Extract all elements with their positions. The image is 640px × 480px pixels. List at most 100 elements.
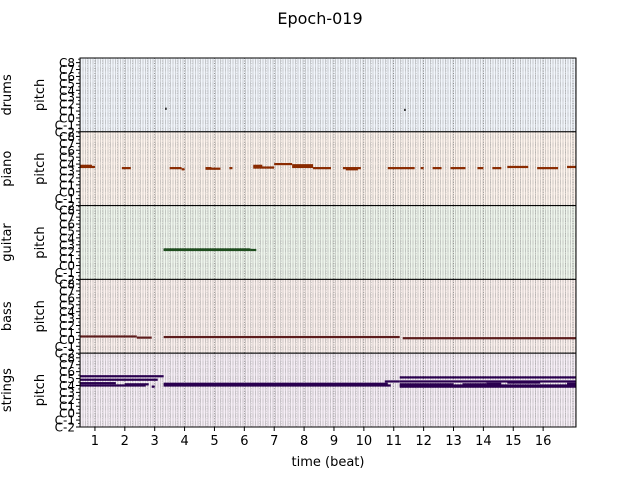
note	[399, 385, 576, 388]
y-tick-label: C1	[59, 178, 75, 192]
x-tick-label: 13	[445, 434, 462, 449]
note	[342, 167, 361, 170]
note	[292, 165, 314, 169]
y-tick-label: C3	[59, 386, 75, 400]
y-tick-label: C1	[59, 400, 75, 414]
note	[163, 384, 391, 387]
pitch-axis-label: pitch	[33, 226, 48, 258]
y-tick-label: C-2	[55, 347, 75, 361]
note	[399, 384, 576, 387]
track-name-label: piano	[0, 151, 15, 187]
x-tick-label: 15	[505, 434, 522, 449]
y-tick-label: C-1	[55, 266, 75, 280]
pitch-axis-label: pitch	[33, 374, 48, 406]
y-tick-label: C7	[59, 63, 75, 77]
track-name-label: guitar	[0, 223, 15, 262]
y-tick-label: C5	[59, 298, 75, 312]
note	[477, 167, 484, 170]
x-tick-label: 4	[180, 434, 188, 449]
y-tick-label: C7	[59, 211, 75, 225]
x-tick-label: 3	[151, 434, 159, 449]
y-tick-label: C-2	[55, 273, 75, 287]
note	[80, 375, 164, 378]
track-name-label: bass	[0, 301, 15, 331]
y-tick-label: C7	[59, 284, 75, 298]
note	[80, 335, 137, 338]
y-tick-label: C4	[59, 231, 75, 245]
note	[387, 167, 415, 170]
note	[121, 167, 131, 170]
y-tick-label: C0	[59, 185, 75, 199]
y-tick-label: C-1	[55, 118, 75, 132]
chart-title: Epoch-019	[277, 9, 362, 28]
y-tick-label: C1	[59, 105, 75, 119]
note	[250, 248, 257, 252]
x-tick-label: 16	[535, 434, 552, 449]
note	[80, 164, 92, 167]
y-tick-label: C5	[59, 77, 75, 91]
track-name-label: strings	[0, 368, 15, 412]
y-tick-label: C5	[59, 151, 75, 165]
x-tick-label: 2	[121, 434, 129, 449]
note	[567, 165, 576, 169]
y-tick-label: C6	[59, 218, 75, 232]
pitch-axis-label: pitch	[33, 300, 48, 332]
y-tick-label: C1	[59, 326, 75, 340]
note	[402, 337, 576, 340]
note	[163, 248, 251, 252]
x-axis-label: time (beat)	[292, 455, 365, 470]
note	[507, 165, 529, 169]
x-tick-label: 7	[270, 434, 278, 449]
note	[420, 167, 424, 170]
track-name-label: drums	[0, 74, 15, 115]
y-tick-label: C-1	[55, 192, 75, 206]
x-tick-label: 5	[210, 434, 218, 449]
y-tick-label: C2	[59, 98, 75, 112]
x-tick-label: 6	[240, 434, 248, 449]
note	[169, 167, 182, 170]
y-tick-label: C3	[59, 165, 75, 179]
note	[345, 168, 358, 171]
x-tick-label: 8	[300, 434, 308, 449]
note	[80, 165, 95, 169]
y-tick-label: C0	[59, 333, 75, 347]
y-tick-label: C6	[59, 70, 75, 84]
track-frame	[79, 352, 577, 428]
y-tick-label: C2	[59, 245, 75, 259]
x-tick-label: 11	[385, 434, 402, 449]
y-tick-label: C0	[59, 407, 75, 421]
y-tick-label: C3	[59, 312, 75, 326]
note	[537, 167, 559, 170]
y-tick-label: C8	[59, 56, 75, 70]
y-tick-label: C-2	[55, 199, 75, 213]
note	[80, 378, 158, 381]
note	[136, 336, 152, 339]
y-tick-label: C8	[59, 278, 75, 292]
note	[163, 335, 400, 339]
x-axis: 1 2 3 4 5 6 7 8 9 10 11 12 13 14 15 16	[91, 427, 552, 449]
note	[462, 383, 487, 386]
y-tick-label: C4	[59, 379, 75, 393]
note	[384, 380, 400, 383]
note	[404, 108, 406, 111]
pitch-axis-label: pitch	[33, 79, 48, 111]
y-tick-label: C4	[59, 158, 75, 172]
x-tick-label: 12	[415, 434, 432, 449]
y-tick-label: C-2	[55, 421, 75, 435]
note	[181, 168, 185, 171]
y-tick-label: C3	[59, 238, 75, 252]
note	[80, 382, 116, 385]
y-tick-label: C0	[59, 259, 75, 273]
y-tick-label: C-2	[55, 125, 75, 139]
y-tick-label: C0	[59, 111, 75, 125]
y-tick-label: C6	[59, 291, 75, 305]
y-tick-label: C1	[59, 252, 75, 266]
note	[399, 376, 576, 379]
y-tick-label: C2	[59, 393, 75, 407]
note	[80, 384, 146, 387]
y-tick-label: C7	[59, 358, 75, 372]
note	[429, 383, 454, 386]
